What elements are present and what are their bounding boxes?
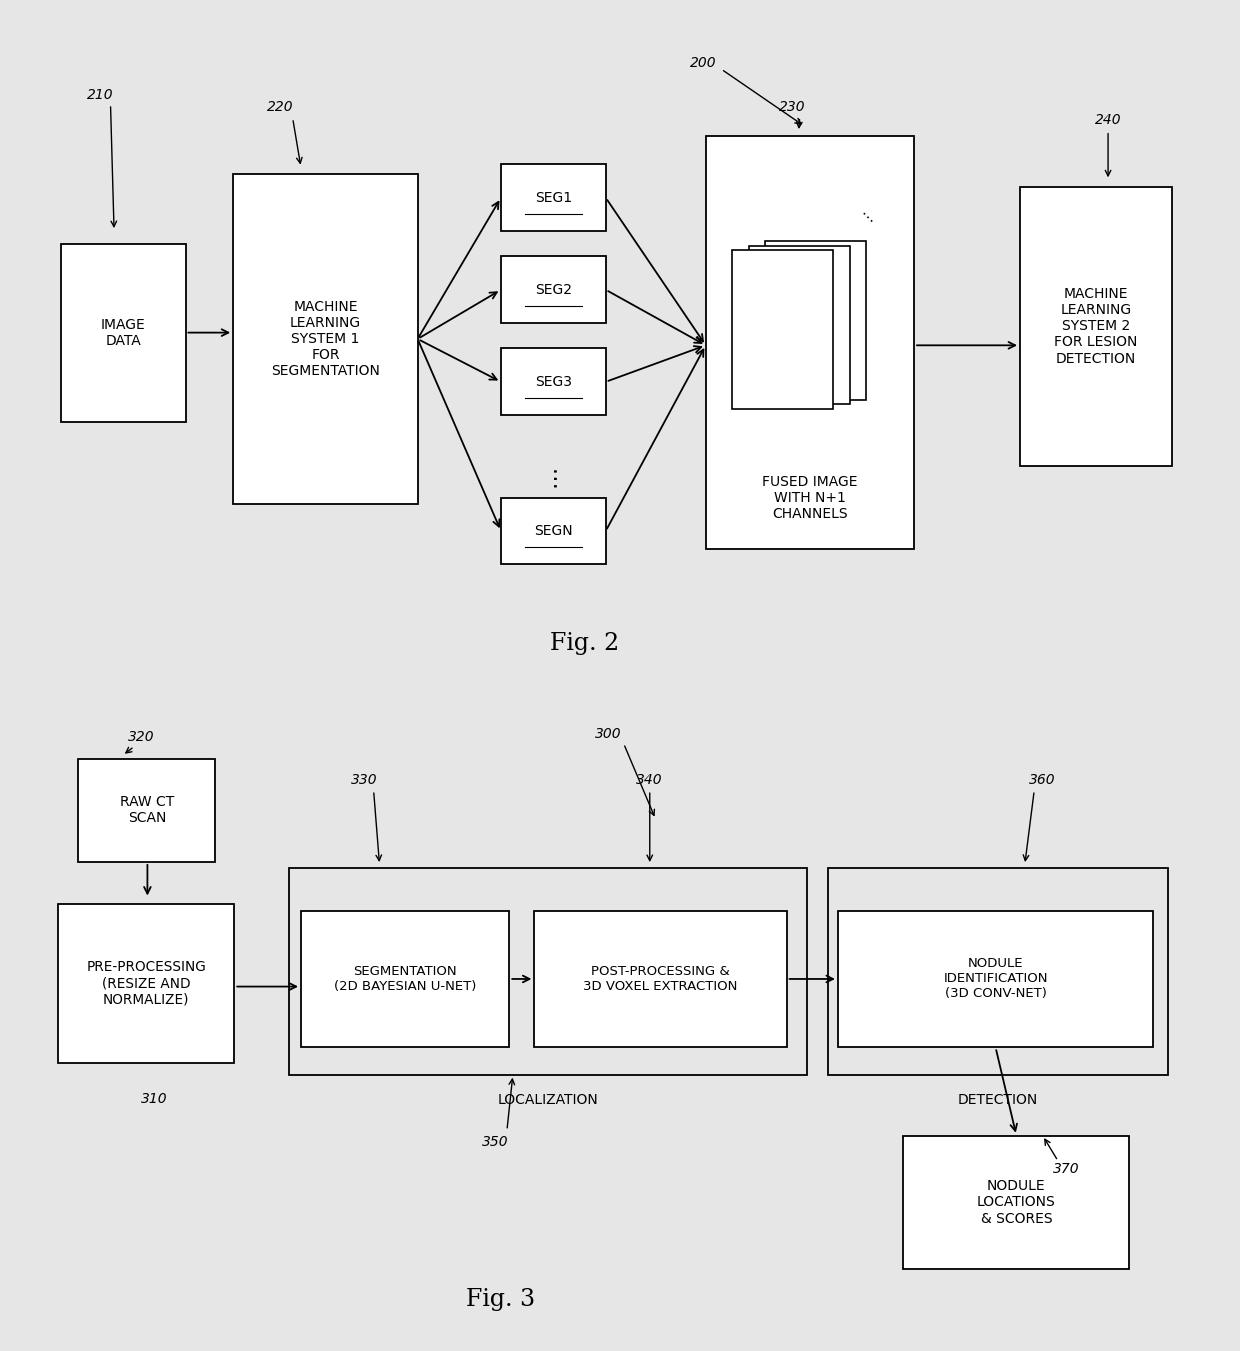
Bar: [501, 257, 605, 323]
Text: 330: 330: [351, 773, 377, 786]
Bar: [828, 869, 1168, 1075]
Text: Fig. 2: Fig. 2: [549, 632, 619, 655]
Text: 300: 300: [595, 727, 621, 742]
Bar: [534, 911, 786, 1047]
Text: POST-PROCESSING &
3D VOXEL EXTRACTION: POST-PROCESSING & 3D VOXEL EXTRACTION: [583, 965, 738, 993]
Bar: [301, 911, 510, 1047]
Bar: [289, 869, 807, 1075]
Text: ⋯: ⋯: [543, 465, 563, 486]
Text: 210: 210: [87, 88, 113, 101]
Text: ⋯: ⋯: [856, 208, 877, 230]
Bar: [1021, 186, 1172, 466]
Bar: [765, 242, 867, 400]
Text: 220: 220: [268, 100, 294, 115]
Bar: [61, 243, 186, 422]
Text: MACHINE
LEARNING
SYSTEM 1
FOR
SEGMENTATION: MACHINE LEARNING SYSTEM 1 FOR SEGMENTATI…: [270, 300, 379, 378]
Text: Fig. 3: Fig. 3: [466, 1288, 536, 1312]
Text: SEG3: SEG3: [534, 374, 572, 389]
Text: SEG2: SEG2: [534, 282, 572, 297]
Bar: [732, 250, 833, 409]
Text: RAW CT
SCAN: RAW CT SCAN: [120, 796, 174, 825]
Bar: [78, 759, 216, 862]
Text: 350: 350: [481, 1135, 508, 1148]
Text: 310: 310: [141, 1092, 169, 1106]
Text: DETECTION: DETECTION: [957, 1093, 1038, 1106]
Text: FUSED IMAGE
WITH N+1
CHANNELS: FUSED IMAGE WITH N+1 CHANNELS: [763, 474, 858, 521]
Bar: [233, 174, 418, 504]
Text: 320: 320: [128, 731, 155, 744]
Text: 340: 340: [636, 773, 663, 786]
Text: NODULE
LOCATIONS
& SCORES: NODULE LOCATIONS & SCORES: [977, 1179, 1055, 1225]
Text: MACHINE
LEARNING
SYSTEM 2
FOR LESION
DETECTION: MACHINE LEARNING SYSTEM 2 FOR LESION DET…: [1054, 286, 1138, 366]
Bar: [58, 905, 234, 1062]
Text: NODULE
IDENTIFICATION
(3D CONV-NET): NODULE IDENTIFICATION (3D CONV-NET): [944, 958, 1048, 1001]
Bar: [749, 246, 849, 404]
Text: SEGMENTATION
(2D BAYESIAN U-NET): SEGMENTATION (2D BAYESIAN U-NET): [334, 965, 476, 993]
Text: LOCALIZATION: LOCALIZATION: [497, 1093, 599, 1106]
Text: SEGN: SEGN: [534, 524, 573, 538]
Bar: [706, 135, 914, 549]
Text: PRE-PROCESSING
(RESIZE AND
NORMALIZE): PRE-PROCESSING (RESIZE AND NORMALIZE): [87, 961, 206, 1006]
Text: 230: 230: [779, 100, 806, 115]
Text: 240: 240: [1095, 113, 1121, 127]
Bar: [501, 349, 605, 415]
Bar: [903, 1135, 1130, 1270]
Text: SEG1: SEG1: [534, 190, 572, 205]
Bar: [501, 497, 605, 565]
Text: IMAGE
DATA: IMAGE DATA: [100, 317, 145, 347]
Text: 360: 360: [1029, 773, 1056, 786]
Bar: [838, 911, 1153, 1047]
Text: 200: 200: [689, 55, 717, 70]
Text: 370: 370: [1053, 1162, 1080, 1175]
Bar: [501, 165, 605, 231]
